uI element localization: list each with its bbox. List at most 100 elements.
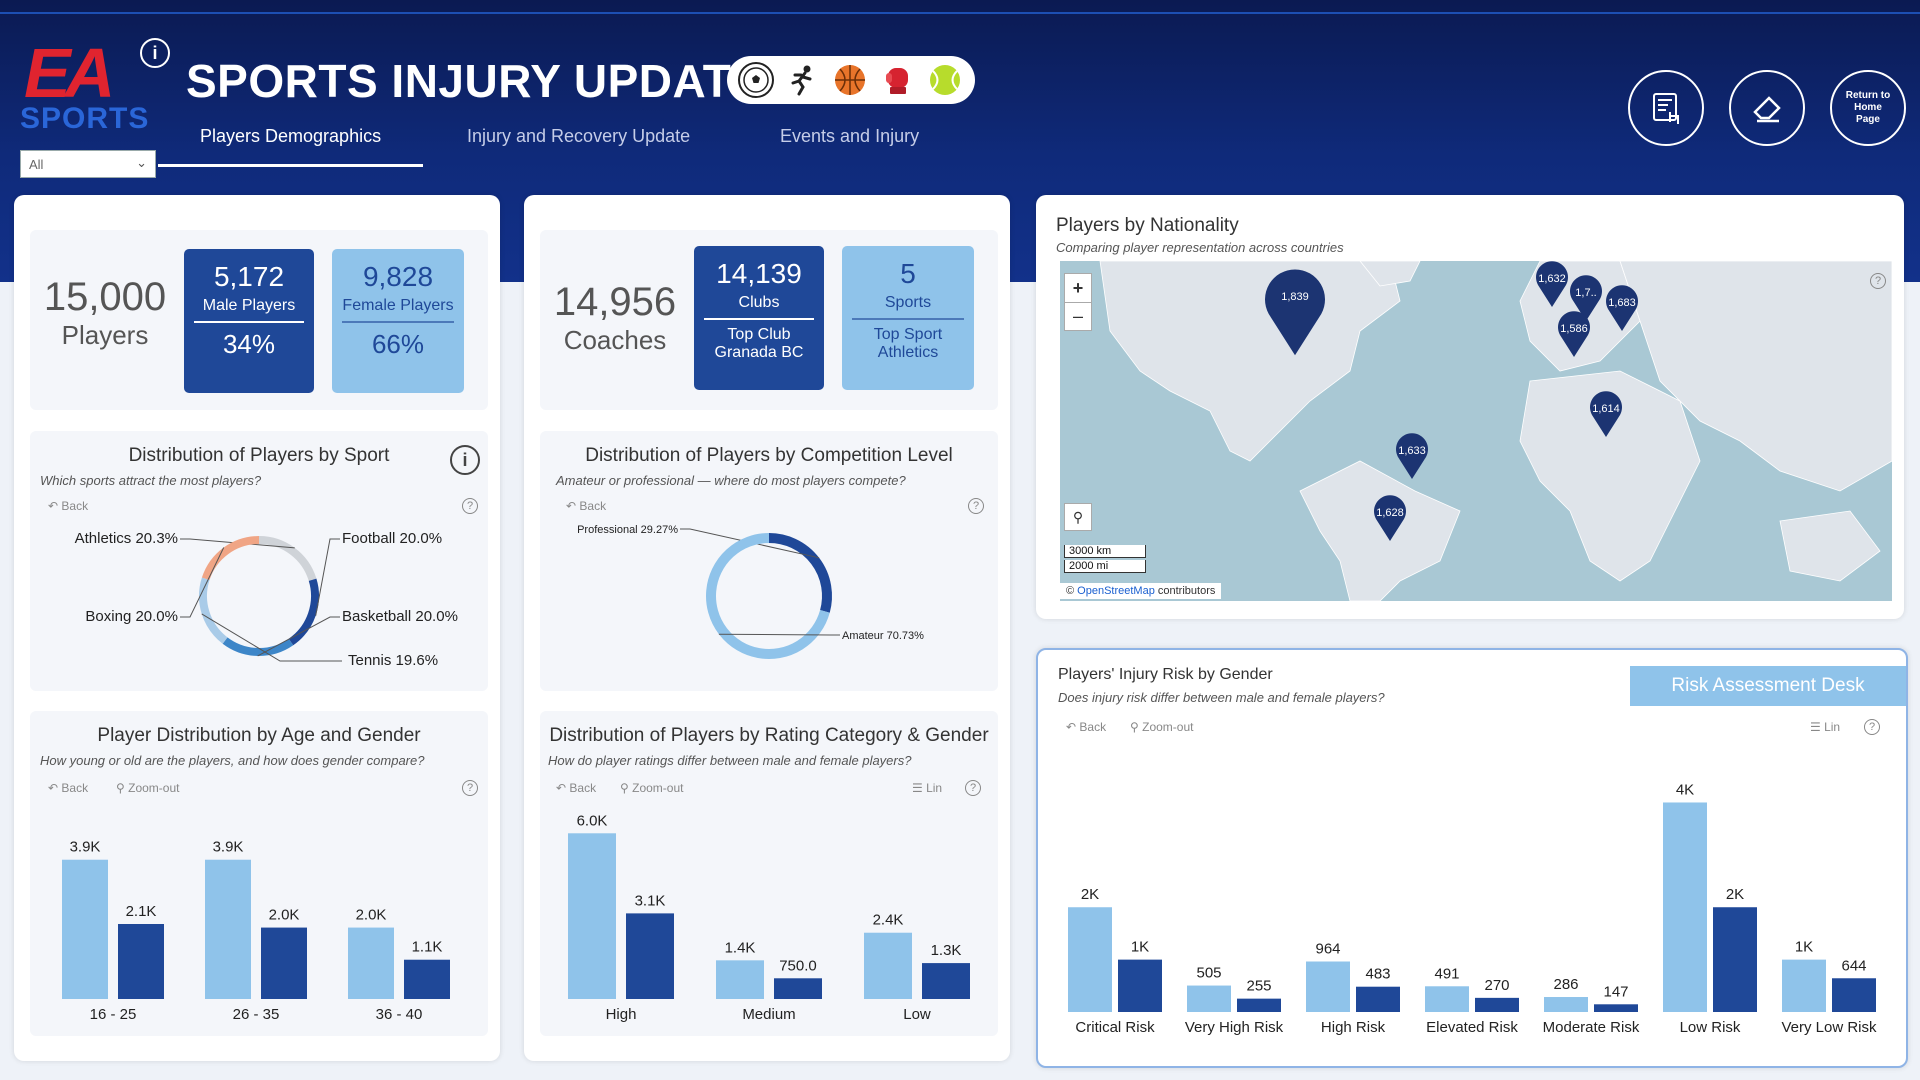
map-pin[interactable]: 1,839 (1260, 269, 1330, 356)
bar[interactable] (1475, 997, 1519, 1012)
help-icon[interactable]: ? (462, 498, 478, 514)
female-players-kpi[interactable]: 9,828 Female Players 66% (332, 249, 464, 393)
lin-scale-button[interactable]: ☰ Lin (1810, 720, 1841, 734)
help-icon[interactable]: ? (462, 780, 478, 796)
map-pin[interactable]: 1,7.. (1568, 275, 1604, 321)
bar[interactable] (205, 859, 251, 999)
bar[interactable] (774, 978, 822, 999)
zoom-out-button[interactable]: ⚲ Zoom-out (620, 781, 684, 795)
ea-sports-logo: EA SPORTS i (20, 38, 170, 138)
basketball-icon[interactable] (831, 61, 869, 99)
help-icon[interactable]: ? (965, 780, 981, 796)
donut-slice-boxing[interactable] (201, 536, 260, 581)
map-pin-label: 1,7.. (1575, 287, 1597, 299)
bar[interactable] (1832, 978, 1876, 1012)
map-location-icon[interactable]: ⚲ (1064, 503, 1092, 531)
back-button[interactable]: ↶ Back (566, 499, 607, 513)
male-players-pct: 34% (222, 329, 276, 359)
bar-value-label: 964 (1315, 941, 1340, 958)
injury-risk-panel: Players' Injury Risk by Gender Does inju… (1036, 648, 1908, 1068)
bar[interactable] (1068, 907, 1112, 1012)
info-icon[interactable]: i (140, 38, 170, 68)
tab-players-demographics[interactable]: Players Demographics (200, 126, 382, 146)
return-home-button[interactable]: Return to Home Page (1830, 70, 1906, 146)
help-icon[interactable]: ? (1864, 719, 1880, 735)
bar[interactable] (626, 913, 674, 999)
bar[interactable] (1306, 961, 1350, 1012)
back-label: Back (1079, 720, 1107, 734)
bar[interactable] (261, 927, 307, 999)
bar[interactable] (1118, 959, 1162, 1012)
info-icon[interactable]: i (450, 445, 480, 475)
map-pin[interactable]: 1,628 (1372, 495, 1408, 541)
female-players-label: Female Players (342, 297, 454, 314)
bar[interactable] (1187, 985, 1231, 1012)
sports-kpi[interactable]: 5 Sports Top Sport Athletics (842, 246, 974, 390)
bar[interactable] (716, 960, 764, 999)
bar[interactable] (1425, 986, 1469, 1012)
bar[interactable] (348, 927, 394, 999)
back-button[interactable]: ↶ Back (556, 781, 597, 795)
bar[interactable] (1356, 986, 1400, 1012)
donut-slice-professional[interactable] (768, 533, 832, 613)
injury-risk-title: Players' Injury Risk by Gender (1058, 666, 1273, 683)
donut-slice-tennis[interactable] (199, 577, 228, 644)
bar[interactable] (118, 924, 164, 999)
map-pin[interactable]: 1,614 (1588, 391, 1624, 437)
help-icon[interactable]: ? (1870, 273, 1886, 289)
report-button[interactable] (1628, 70, 1704, 146)
help-icon[interactable]: ? (968, 498, 984, 514)
map-pin[interactable]: 1,633 (1394, 433, 1430, 479)
bar-value-label: 2.4K (873, 912, 904, 929)
scale-km: 3000 km (1064, 545, 1146, 558)
bar[interactable] (1663, 802, 1707, 1012)
tab-events-injury[interactable]: Events and Injury (780, 126, 920, 146)
eraser-button[interactable] (1729, 70, 1805, 146)
injury-risk-subtitle: Does injury risk differ between male and… (1058, 690, 1385, 705)
lin-scale-button[interactable]: ☰ Lin (912, 781, 943, 795)
kpi-divider (194, 321, 304, 323)
map-zoom-out-button[interactable]: – (1065, 302, 1091, 330)
sport-filter-dropdown[interactable]: All ⌄ (20, 150, 156, 178)
runner-icon[interactable] (783, 61, 821, 99)
donut-slice-football[interactable] (288, 578, 319, 646)
bar[interactable] (568, 833, 616, 999)
bar[interactable] (864, 932, 912, 999)
bar[interactable] (1594, 1004, 1638, 1012)
bar[interactable] (1237, 998, 1281, 1012)
bar-value-label: 2K (1726, 886, 1744, 903)
donut-slice-athletics[interactable] (258, 536, 317, 582)
zoom-out-button[interactable]: ⚲ Zoom-out (1130, 720, 1194, 734)
bar[interactable] (1782, 959, 1826, 1012)
zoom-out-button[interactable]: ⚲ Zoom-out (116, 781, 180, 795)
male-players-kpi[interactable]: 5,172 Male Players 34% (184, 249, 314, 393)
bar[interactable] (1544, 997, 1588, 1012)
slice-label: Amateur 70.73% (842, 630, 924, 642)
clubs-kpi[interactable]: 14,139 Clubs Top Club Granada BC (694, 246, 824, 390)
competition-chart-subtitle: Amateur or professional — where do most … (556, 473, 906, 488)
leader-line (718, 633, 840, 636)
soccer-ball-icon[interactable] (737, 62, 774, 98)
boxing-glove-icon[interactable] (879, 61, 917, 99)
tennis-ball-icon[interactable] (926, 61, 964, 99)
donut-slice-amateur[interactable] (706, 533, 830, 659)
back-button[interactable]: ↶ Back (48, 499, 89, 513)
bar[interactable] (1713, 907, 1757, 1012)
bar[interactable] (404, 959, 450, 999)
map-zoom-in-button[interactable]: + (1072, 278, 1084, 298)
rating-bar-chart: 6.0K 3.1K High 1.4K 750.0 Medium 2.4K 1.3K Low (568, 812, 970, 1023)
map-pin-label: 1,586 (1560, 323, 1588, 335)
nationality-map[interactable]: + – ⚲ 3000 km 2000 mi © OpenStreetMap co… (1060, 261, 1892, 601)
back-button[interactable]: ↶ Back (1066, 720, 1107, 734)
x-tick-label: 26 - 35 (233, 1006, 280, 1023)
bar[interactable] (922, 963, 970, 999)
map-pin[interactable]: 1,632 (1534, 261, 1570, 307)
bar[interactable] (62, 859, 108, 999)
donut-slice-basketball[interactable] (222, 637, 294, 656)
tab-injury-recovery[interactable]: Injury and Recovery Update (467, 126, 691, 146)
back-button[interactable]: ↶ Back (48, 781, 89, 795)
map-pin[interactable]: 1,683 (1604, 285, 1640, 331)
openstreetmap-link[interactable]: OpenStreetMap (1077, 585, 1155, 597)
map-pin[interactable]: 1,586 (1556, 311, 1592, 357)
risk-assessment-desk-button[interactable]: Risk Assessment Desk (1630, 666, 1906, 706)
